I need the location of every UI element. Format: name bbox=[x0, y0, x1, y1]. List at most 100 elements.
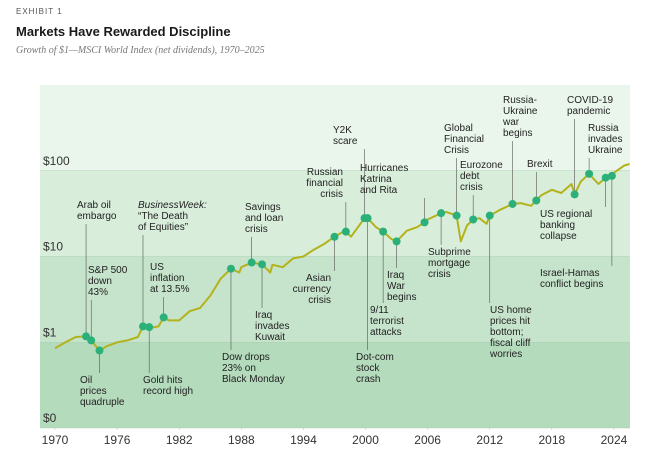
event-label: war bbox=[502, 117, 520, 128]
event-label: Ukraine bbox=[588, 145, 623, 156]
event-label: 23% on bbox=[222, 363, 256, 374]
event-label: quadruple bbox=[80, 397, 125, 408]
event-dot bbox=[485, 211, 494, 220]
event-label: begins bbox=[503, 128, 532, 139]
event-label: prices hit bbox=[490, 316, 530, 327]
event-label: crash bbox=[356, 374, 380, 385]
exhibit-label: EXHIBIT 1 bbox=[16, 7, 63, 16]
event-label: Y2K bbox=[333, 125, 352, 136]
event-dot bbox=[341, 227, 350, 236]
event-dot bbox=[87, 336, 96, 345]
event-label: conflict begins bbox=[540, 279, 603, 290]
x-tick-label: 2012 bbox=[476, 433, 503, 447]
event-label: mortgage bbox=[428, 258, 471, 269]
event-label: invades bbox=[588, 134, 622, 145]
x-tick-label: 2006 bbox=[414, 433, 441, 447]
y-tick-label: $10 bbox=[43, 240, 63, 254]
event-dot bbox=[585, 169, 594, 178]
event-label: bottom; bbox=[490, 327, 523, 338]
event-label: pandemic bbox=[567, 106, 610, 117]
event-label: BusinessWeek: bbox=[138, 200, 207, 211]
band bbox=[40, 85, 630, 171]
event-label: War bbox=[387, 281, 406, 292]
event-label: down bbox=[88, 276, 112, 287]
event-label: fiscal cliff bbox=[490, 338, 531, 349]
event-label: Crisis bbox=[444, 145, 469, 156]
event-label: Katrina bbox=[360, 174, 392, 185]
event-label: Iraq bbox=[255, 310, 272, 321]
band bbox=[40, 342, 630, 428]
x-tick-label: 2000 bbox=[352, 433, 379, 447]
event-label: Subprime bbox=[428, 247, 471, 258]
event-dot bbox=[508, 199, 517, 208]
event-label: of Equities” bbox=[138, 222, 188, 233]
event-label: US regional bbox=[540, 209, 592, 220]
event-label: Savings bbox=[245, 202, 281, 213]
event-label: inflation bbox=[150, 273, 184, 284]
event-label: begins bbox=[387, 292, 416, 303]
event-label: record high bbox=[143, 386, 193, 397]
event-dot bbox=[392, 237, 401, 246]
event-label: banking bbox=[540, 220, 575, 231]
event-label: terrorist bbox=[370, 316, 404, 327]
event-label: US home bbox=[490, 305, 532, 316]
event-label: Kuwait bbox=[255, 332, 285, 343]
event-label: “The Death bbox=[138, 211, 188, 222]
x-tick-label: 1994 bbox=[290, 433, 317, 447]
event-label: embargo bbox=[77, 211, 117, 222]
event-dot bbox=[247, 258, 256, 267]
event-label: Dow drops bbox=[222, 352, 270, 363]
y-tick-label: $0 bbox=[43, 411, 57, 425]
event-label: prices bbox=[80, 386, 107, 397]
x-tick-label: 1982 bbox=[166, 433, 193, 447]
x-tick-label: 1988 bbox=[228, 433, 255, 447]
event-dot bbox=[159, 313, 168, 322]
event-dot bbox=[532, 196, 541, 205]
event-label: Russian bbox=[307, 167, 343, 178]
event-dot bbox=[330, 232, 339, 241]
chart-title: Markets Have Rewarded Discipline bbox=[16, 24, 231, 39]
event-dot bbox=[469, 215, 478, 224]
event-label: COVID-19 bbox=[567, 95, 614, 106]
event-dot bbox=[258, 260, 267, 269]
event-label: stock bbox=[356, 363, 380, 374]
event-dot bbox=[363, 214, 372, 223]
x-tick-label: 2018 bbox=[538, 433, 565, 447]
y-tick-label: $100 bbox=[43, 154, 70, 168]
event-label: 9/11 bbox=[370, 305, 389, 316]
x-tick-label: 1976 bbox=[104, 433, 131, 447]
event-label: Arab oil bbox=[77, 200, 111, 211]
event-label: US bbox=[150, 262, 164, 273]
event-label: Dot-com bbox=[356, 352, 394, 363]
event-label: Russia- bbox=[503, 95, 537, 106]
event-label: Israel-Hamas bbox=[540, 268, 599, 279]
event-label: attacks bbox=[370, 327, 402, 338]
event-label: Global bbox=[444, 123, 473, 134]
event-label: crisis bbox=[460, 182, 483, 193]
event-label: currency bbox=[293, 284, 331, 295]
event-label: Russia bbox=[588, 123, 619, 134]
event-label: at 13.5% bbox=[150, 284, 190, 295]
event-label: invades bbox=[255, 321, 289, 332]
x-tick-label: 2024 bbox=[601, 433, 628, 447]
event-label: Gold hits bbox=[143, 375, 182, 386]
event-dot bbox=[452, 211, 461, 220]
event-label: crisis bbox=[320, 189, 343, 200]
event-label: financial bbox=[306, 178, 343, 189]
event-dot bbox=[420, 218, 429, 227]
event-label: and loan bbox=[245, 213, 283, 224]
event-dot bbox=[95, 346, 104, 355]
event-label: crisis bbox=[245, 224, 268, 235]
band bbox=[40, 170, 630, 257]
event-label: Financial bbox=[444, 134, 484, 145]
event-label: Iraq bbox=[387, 270, 404, 281]
event-label: scare bbox=[333, 136, 358, 147]
event-dot bbox=[607, 171, 616, 180]
event-dot bbox=[379, 227, 388, 236]
x-tick-label: 1970 bbox=[42, 433, 69, 447]
event-label: Ukraine bbox=[503, 106, 538, 117]
event-dot bbox=[570, 190, 579, 199]
event-label: collapse bbox=[540, 231, 577, 242]
event-dot bbox=[437, 209, 446, 218]
